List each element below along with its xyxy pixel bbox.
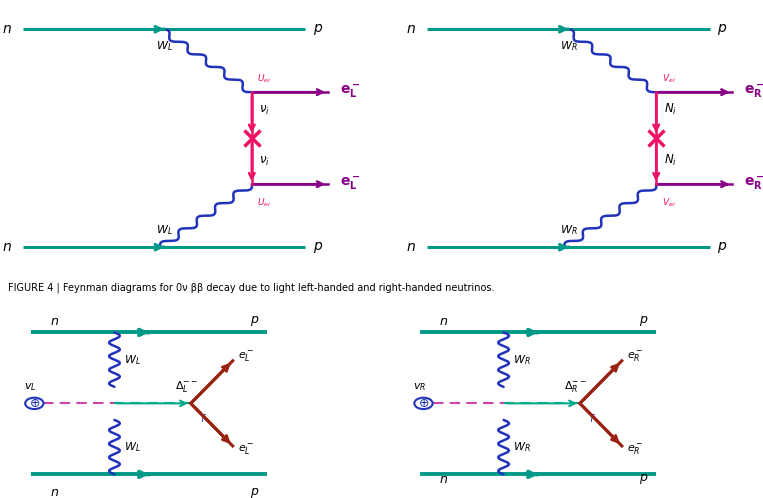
Text: $p$: $p$: [250, 486, 259, 498]
Text: $n$: $n$: [439, 473, 448, 486]
Text: $V_{ei}$: $V_{ei}$: [662, 196, 675, 209]
Text: $e_L^-$: $e_L^-$: [238, 443, 255, 457]
Text: $\Delta_R^{--}$: $\Delta_R^{--}$: [565, 379, 588, 394]
Text: $p$: $p$: [313, 22, 323, 37]
Text: $W_L$: $W_L$: [124, 440, 140, 454]
Text: $W_R$: $W_R$: [559, 223, 578, 237]
Text: $\nu_i$: $\nu_i$: [259, 104, 270, 117]
Text: $\mathbf{e_L^-}$: $\mathbf{e_L^-}$: [340, 175, 360, 193]
Text: $f$: $f$: [589, 412, 596, 424]
Text: $\mathbf{e_L^-}$: $\mathbf{e_L^-}$: [340, 83, 360, 101]
Text: $f$: $f$: [200, 412, 207, 424]
Text: $p$: $p$: [313, 240, 323, 254]
Text: $p$: $p$: [717, 240, 727, 254]
Text: $n$: $n$: [406, 22, 416, 36]
Text: $\mathbf{e_R^-}$: $\mathbf{e_R^-}$: [744, 175, 763, 193]
Text: $U_{ei}$: $U_{ei}$: [257, 196, 272, 209]
Text: $e_L^-$: $e_L^-$: [238, 350, 255, 364]
Text: $N_i$: $N_i$: [664, 152, 677, 168]
Text: $p$: $p$: [639, 314, 649, 328]
Text: $e_R^-$: $e_R^-$: [627, 350, 644, 364]
Text: $\mathbf{e_R^-}$: $\mathbf{e_R^-}$: [744, 83, 763, 101]
Text: $n$: $n$: [50, 315, 59, 328]
Text: $n$: $n$: [2, 240, 11, 254]
Text: $V_{ei}$: $V_{ei}$: [662, 72, 675, 85]
Text: $n$: $n$: [406, 240, 416, 254]
Text: $p$: $p$: [717, 22, 727, 37]
Text: $\nu_i$: $\nu_i$: [259, 154, 270, 168]
Text: $n$: $n$: [50, 486, 59, 498]
Text: $\oplus$: $\oplus$: [418, 397, 429, 410]
Text: FIGURE 4 | Feynman diagrams for 0ν ββ decay due to light left-handed and right-h: FIGURE 4 | Feynman diagrams for 0ν ββ de…: [8, 282, 494, 293]
Text: $N_i$: $N_i$: [664, 102, 677, 117]
Text: $n$: $n$: [439, 315, 448, 328]
Text: $\Delta_L^{--}$: $\Delta_L^{--}$: [175, 379, 198, 394]
Text: $p$: $p$: [250, 314, 259, 328]
Text: $v_L$: $v_L$: [24, 381, 37, 393]
Text: $v_R$: $v_R$: [413, 381, 427, 393]
Text: $W_R$: $W_R$: [513, 353, 530, 367]
Text: $W_L$: $W_L$: [156, 40, 172, 53]
Text: $p$: $p$: [639, 472, 649, 486]
Text: $e_R^-$: $e_R^-$: [627, 443, 644, 457]
Text: $U_{ei}$: $U_{ei}$: [257, 72, 272, 85]
Text: $\oplus$: $\oplus$: [29, 397, 40, 410]
Text: $W_R$: $W_R$: [559, 40, 578, 53]
Text: $W_L$: $W_L$: [124, 353, 140, 367]
Text: $W_L$: $W_L$: [156, 223, 172, 237]
Text: $W_R$: $W_R$: [513, 440, 530, 454]
Text: $n$: $n$: [2, 22, 11, 36]
